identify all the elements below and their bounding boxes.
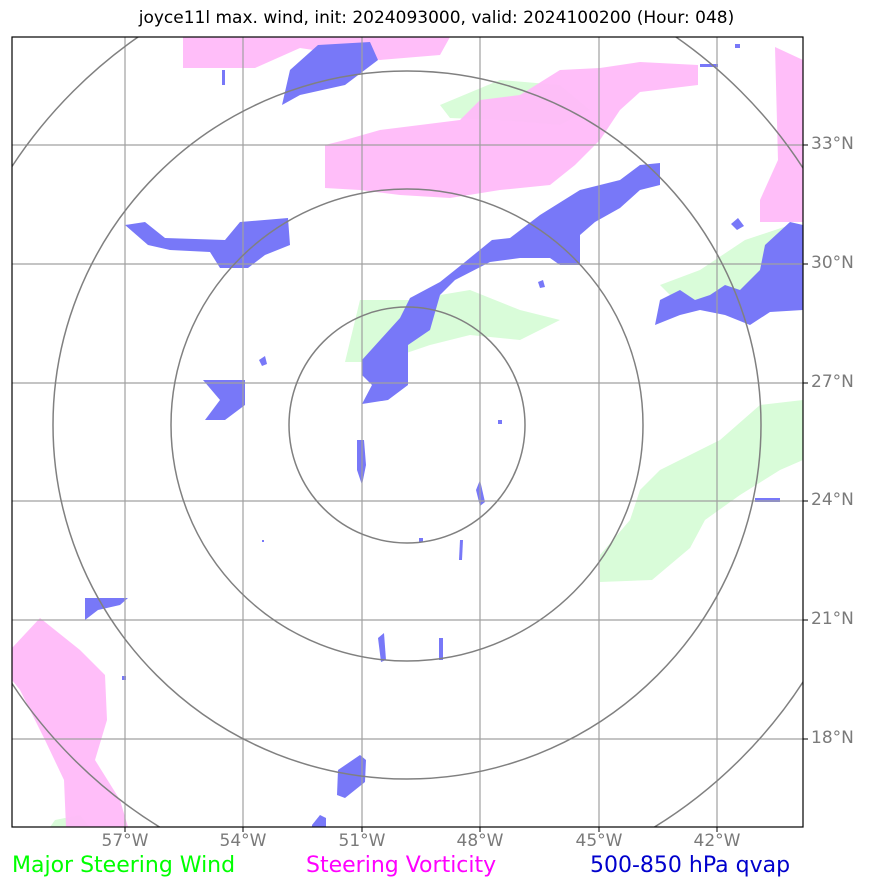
lat-tick-label: 24°N — [811, 490, 854, 510]
lon-tick-label: 42°W — [693, 831, 741, 851]
map-title: joyce11l max. wind, init: 2024093000, va… — [138, 8, 735, 28]
lat-tick-label: 27°N — [811, 372, 854, 392]
graticule — [12, 37, 803, 827]
lon-tick-label: 54°W — [219, 831, 267, 851]
tick-marks — [124, 144, 808, 832]
lat-tick-label: 33°N — [811, 134, 854, 154]
steering-vorticity-regions — [12, 37, 803, 827]
legend-steering-vorticity: Steering Vorticity — [306, 853, 497, 878]
legend-qvap: 500-850 hPa qvap — [590, 853, 791, 878]
lon-tick-label: 51°W — [338, 831, 386, 851]
lat-tick-label: 18°N — [811, 728, 854, 748]
lat-tick-label: 21°N — [811, 609, 854, 629]
lat-tick-label: 30°N — [811, 253, 854, 273]
qvap-regions — [85, 42, 803, 827]
lon-tick-label: 48°W — [456, 831, 504, 851]
lon-tick-label: 57°W — [101, 831, 149, 851]
legend-steering-wind: Major Steering Wind — [12, 853, 236, 878]
lon-tick-label: 45°W — [575, 831, 623, 851]
map-frame — [11, 36, 804, 828]
